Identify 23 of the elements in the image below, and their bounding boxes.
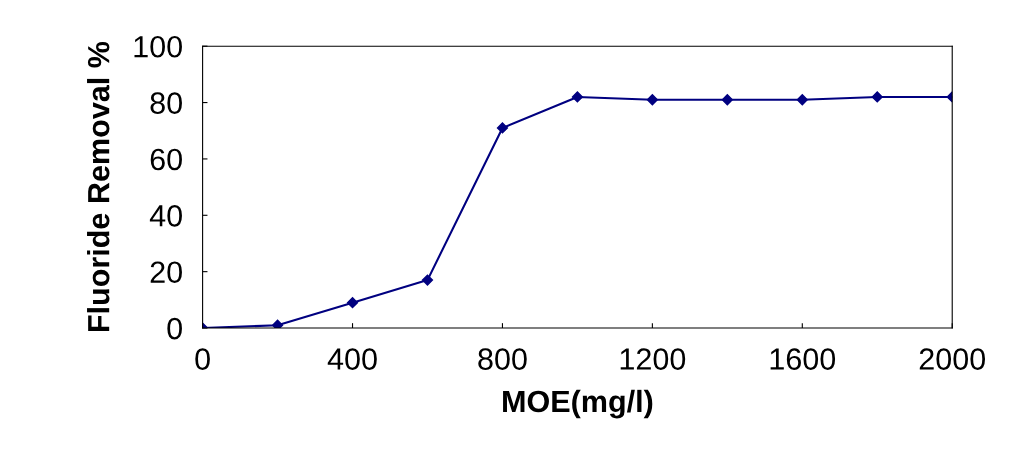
x-tick-label: 0	[195, 348, 210, 370]
point	[871, 91, 883, 103]
y-tick-label: 60	[150, 148, 182, 171]
x-tick-label: 2000	[919, 348, 986, 370]
x-axis-title: MOE(mg/l)	[503, 389, 653, 419]
point	[796, 94, 808, 106]
x-tick-label: 400	[327, 348, 377, 370]
point	[571, 91, 584, 103]
y-tick-label: 80	[150, 92, 182, 114]
y-axis-title: Fluoride Removal %	[87, 41, 110, 332]
point	[421, 274, 434, 286]
point	[646, 94, 658, 106]
point	[346, 297, 359, 309]
point	[271, 319, 284, 329]
point	[721, 94, 733, 106]
x-tick-label: 1600	[770, 348, 836, 370]
y-tick-label: 0	[167, 317, 182, 340]
x-tick-label: 800	[478, 348, 527, 370]
y-tick-label: 40	[149, 205, 182, 227]
y-tick-label: 20	[150, 261, 182, 284]
point	[496, 122, 509, 134]
y-tick-label: 100	[134, 35, 182, 58]
x-tick-label: 1200	[620, 348, 686, 370]
